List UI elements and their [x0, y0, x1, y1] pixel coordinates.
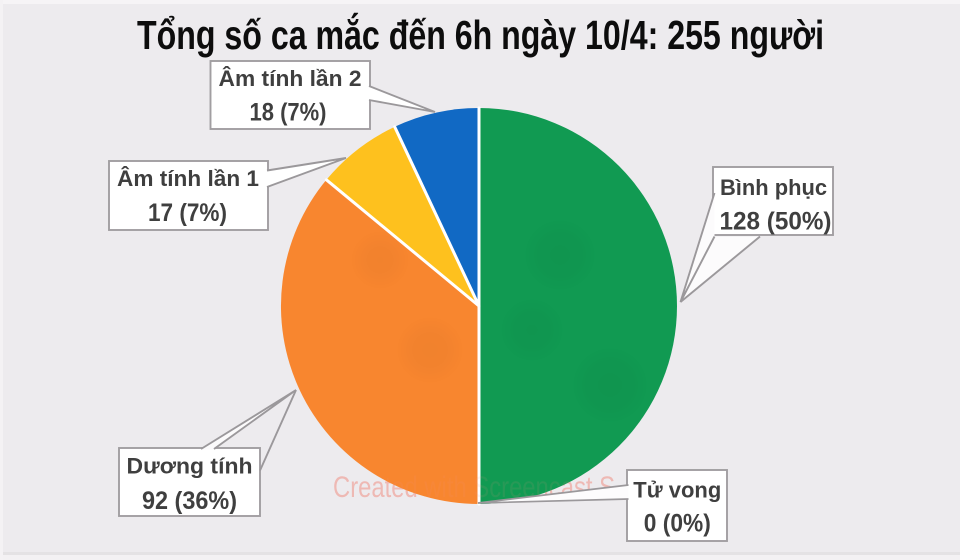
- svg-text:92 (36%): 92 (36%): [142, 487, 237, 515]
- svg-text:Âm tính lần 2: Âm tính lần 2: [219, 66, 362, 91]
- svg-text:Tử vong: Tử vong: [633, 477, 721, 502]
- svg-text:128 (50%): 128 (50%): [720, 207, 832, 235]
- svg-text:Dương tính: Dương tính: [127, 453, 253, 478]
- svg-text:0 (0%): 0 (0%): [644, 509, 711, 537]
- svg-text:Tổng số ca mắc đến 6h ngày 10/: Tổng số ca mắc đến 6h ngày 10/4: 255 ngư…: [137, 12, 824, 58]
- svg-text:17 (7%): 17 (7%): [148, 199, 227, 227]
- svg-text:Bình phục: Bình phục: [720, 175, 827, 200]
- svg-text:18 (7%): 18 (7%): [250, 99, 327, 127]
- svg-text:Âm tính lần 1: Âm tính lần 1: [117, 166, 259, 191]
